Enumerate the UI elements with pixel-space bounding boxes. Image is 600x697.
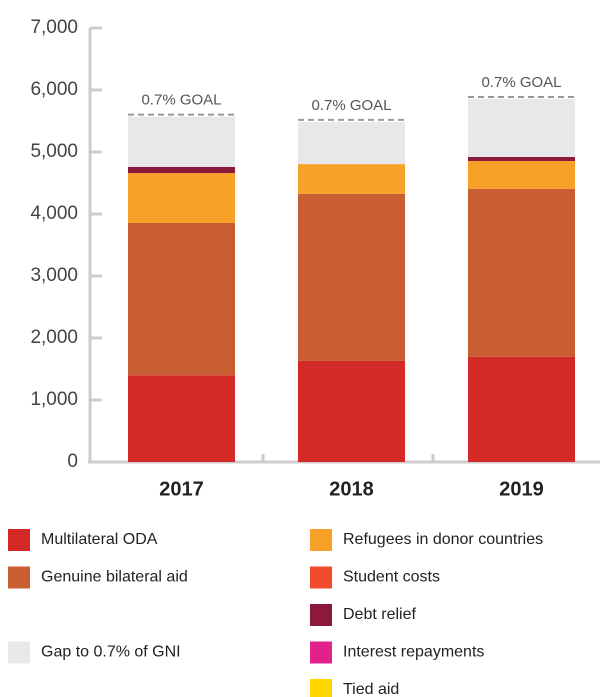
bar-segment: [468, 356, 575, 462]
legend-label: Interest repayments: [343, 644, 484, 661]
goal-label: 0.7% GOAL: [311, 97, 391, 114]
legend-label: Gap to 0.7% of GNI: [41, 644, 181, 661]
bar-segment: [298, 360, 405, 462]
y-tick-label: 4,000: [30, 203, 78, 224]
legend-label: Refugees in donor countries: [343, 531, 543, 548]
bar-segment: [128, 173, 235, 223]
bar-segment: [128, 166, 235, 174]
x-tick-label: 2019: [499, 478, 544, 500]
legend-swatch: [310, 641, 332, 664]
legend-label: Student costs: [343, 569, 440, 586]
legend-swatch: [8, 529, 30, 551]
y-tick-label: 5,000: [30, 141, 78, 162]
bar-segment: [468, 160, 575, 189]
y-tick-label: 2,000: [30, 327, 78, 348]
x-tick-label: 2017: [159, 478, 204, 500]
legend-label: Genuine bilateral aid: [41, 569, 188, 586]
legend-label: Debt relief: [343, 606, 416, 623]
y-tick-label: 6,000: [30, 79, 78, 100]
bar-segment: [468, 188, 575, 357]
bar-segment: [128, 222, 235, 376]
legend-swatch: [310, 679, 332, 697]
legend-swatch: [310, 604, 332, 626]
legend-swatch: [310, 529, 332, 551]
bar-segment: [298, 193, 405, 361]
bar-segment: [298, 164, 405, 194]
bar-segment: [128, 375, 235, 462]
bar-segment: [468, 156, 575, 161]
legend-swatch: [8, 566, 30, 589]
goal-label: 0.7% GOAL: [481, 74, 561, 91]
y-tick-label: 0: [67, 451, 78, 472]
bar-segment: [468, 98, 575, 157]
y-tick-label: 1,000: [30, 389, 78, 410]
legend-label: Multilateral ODA: [41, 531, 158, 548]
legend-swatch: [8, 641, 30, 664]
legend-swatch: [310, 566, 332, 589]
y-tick-label: 7,000: [30, 17, 78, 38]
goal-label: 0.7% GOAL: [141, 92, 221, 109]
bar-segment: [128, 116, 235, 167]
x-tick-label: 2018: [329, 478, 374, 500]
legend-label: Tied aid: [343, 681, 399, 697]
y-tick-label: 3,000: [30, 265, 78, 286]
bar-segment: [298, 121, 405, 165]
